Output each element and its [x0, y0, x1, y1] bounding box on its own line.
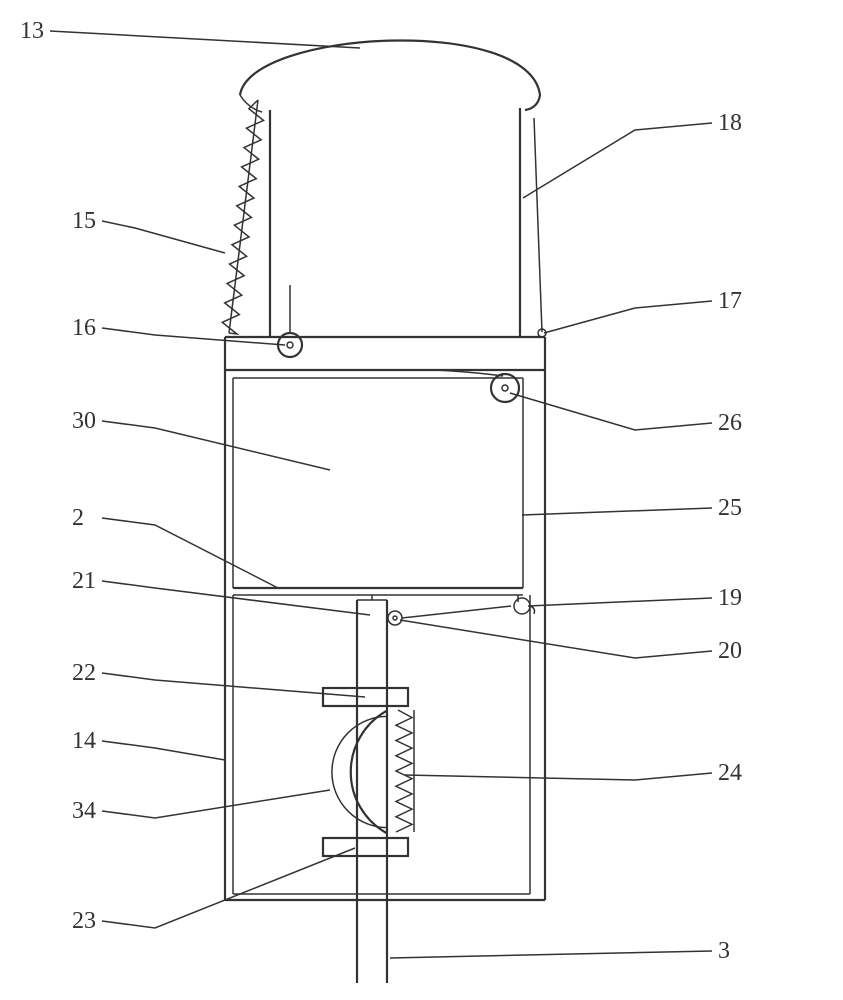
label-23: 23 — [72, 908, 96, 934]
callout-17: 17 — [544, 288, 742, 333]
callout-21: 21 — [72, 568, 370, 615]
callout-34: 34 — [72, 790, 330, 824]
label-3: 3 — [718, 938, 730, 964]
leader-25 — [522, 508, 712, 515]
callout-16: 16 — [72, 315, 285, 345]
leader-34 — [102, 790, 330, 818]
figure — [222, 40, 546, 983]
callout-24: 24 — [405, 760, 742, 786]
leader-2 — [102, 518, 278, 588]
callout-13: 13 — [20, 18, 360, 48]
leader-30 — [102, 421, 330, 470]
label-15: 15 — [72, 208, 96, 234]
leader-18 — [523, 123, 712, 198]
label-22: 22 — [72, 660, 96, 686]
label-30: 30 — [72, 408, 96, 434]
leader-26 — [510, 393, 712, 430]
label-21: 21 — [72, 568, 96, 594]
callout-15: 15 — [72, 208, 225, 253]
callout-18: 18 — [523, 110, 742, 198]
leader-23 — [102, 848, 355, 928]
leader-17 — [544, 301, 712, 333]
callout-25: 25 — [522, 495, 742, 521]
callout-2: 2 — [72, 505, 278, 588]
callout-23: 23 — [72, 848, 355, 934]
callout-22: 22 — [72, 660, 365, 697]
label-14: 14 — [72, 728, 96, 754]
label-19: 19 — [718, 585, 742, 611]
leader-21 — [102, 581, 370, 615]
label-17: 17 — [718, 288, 742, 314]
label-24: 24 — [718, 760, 742, 786]
callout-20: 20 — [400, 620, 742, 664]
leader-15 — [102, 221, 225, 253]
label-2: 2 — [72, 505, 84, 531]
callout-19: 19 — [528, 585, 742, 611]
label-25: 25 — [718, 495, 742, 521]
label-18: 18 — [718, 110, 742, 136]
label-34: 34 — [72, 798, 96, 824]
leader-19 — [528, 598, 712, 606]
callout-30: 30 — [72, 408, 330, 470]
callout-14: 14 — [72, 728, 225, 760]
leader-24 — [405, 773, 712, 780]
callout-3: 3 — [390, 938, 730, 964]
label-13: 13 — [20, 18, 44, 44]
label-16: 16 — [72, 315, 96, 341]
label-20: 20 — [718, 638, 742, 664]
label-26: 26 — [718, 410, 742, 436]
callouts: 13 18 15 17 16 26 30 25 2 19 21 20 22 14 24 34 23 3 — [20, 18, 742, 964]
leader-14 — [102, 741, 225, 760]
leader-13 — [50, 31, 360, 48]
leader-20 — [400, 620, 712, 658]
leader-3 — [390, 951, 712, 958]
